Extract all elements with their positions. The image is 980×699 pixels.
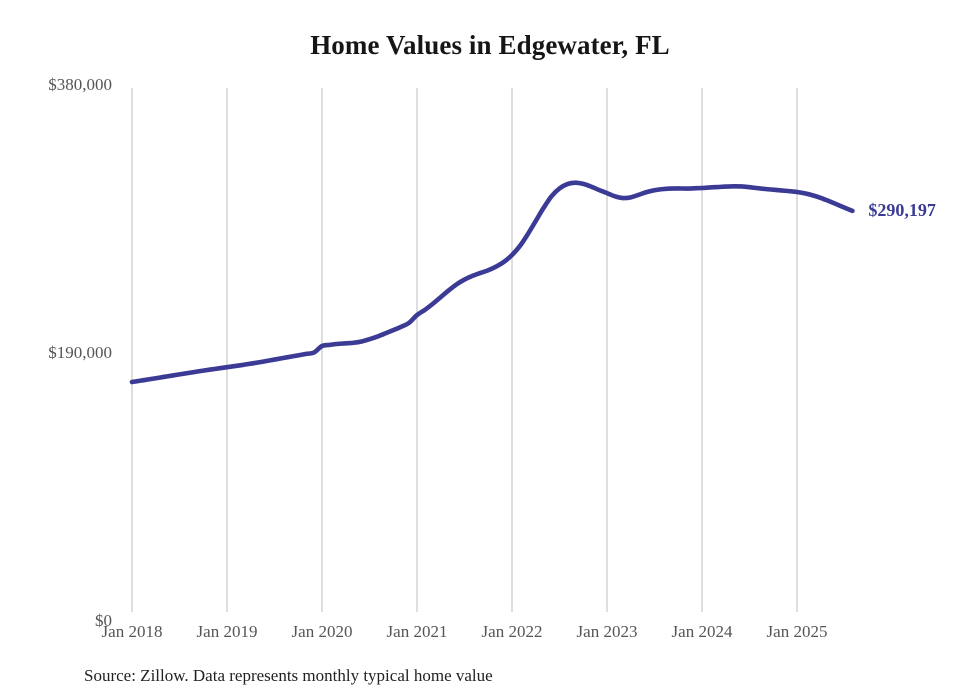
x-axis-tick-jan-2024: Jan 2024 xyxy=(671,622,733,641)
y-axis-tick-middle: $190,000 xyxy=(48,343,112,362)
x-axis-tick-jan-2023: Jan 2023 xyxy=(576,622,638,641)
x-axis-tick-jan-2025: Jan 2025 xyxy=(766,622,828,641)
end-value-annotation: $290,197 xyxy=(868,199,936,220)
x-axis-tick-jan-2020: Jan 2020 xyxy=(291,622,353,641)
chart-title: Home Values in Edgewater, FL xyxy=(310,30,670,60)
x-axis-tick-jan-2022: Jan 2022 xyxy=(481,622,543,641)
y-axis-tick-top: $380,000 xyxy=(48,75,112,94)
gridlines-group xyxy=(131,88,798,612)
x-axis-tick-jan-2021: Jan 2021 xyxy=(386,622,448,641)
x-axis-tick-jan-2018: Jan 2018 xyxy=(101,622,163,641)
y-axis-tick-zero: $0 xyxy=(95,611,112,630)
home-value-line xyxy=(129,180,855,385)
source-note: Source: Zillow. Data represents monthly … xyxy=(84,666,493,685)
x-axis-tick-jan-2019: Jan 2019 xyxy=(196,622,258,641)
